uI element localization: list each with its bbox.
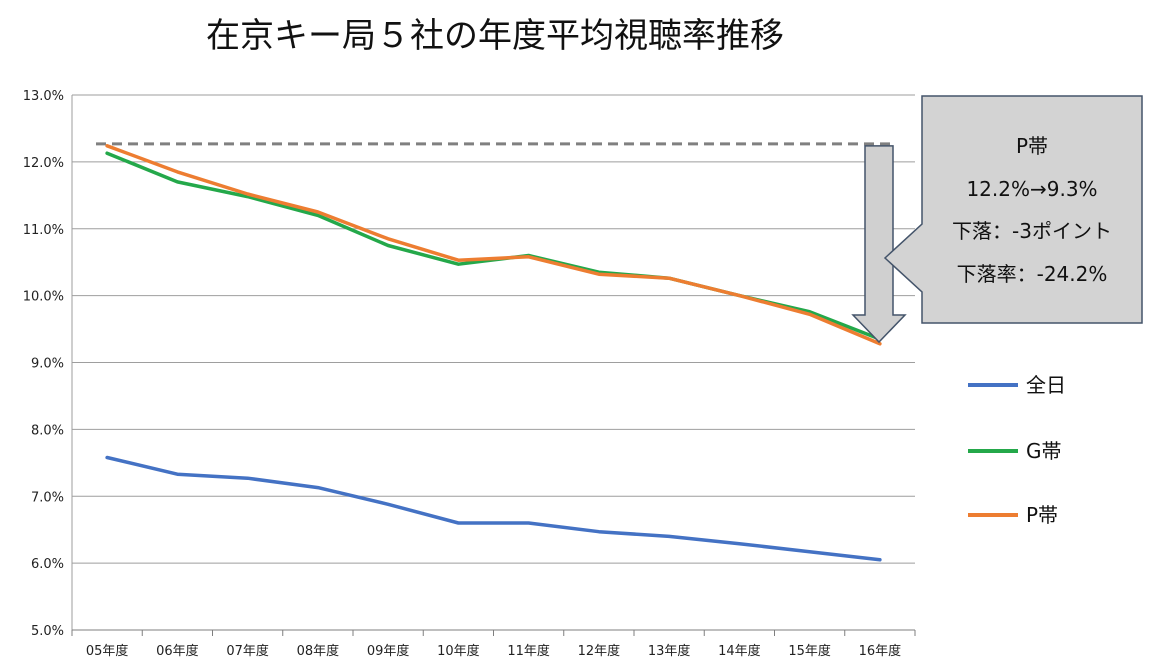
y-tick-label: 5.0% [31, 624, 64, 639]
x-tick-label: 09年度 [367, 643, 410, 659]
down-arrow-icon [851, 145, 907, 344]
x-tick-label: 05年度 [86, 643, 129, 659]
legend-label: 全日 [1026, 373, 1066, 397]
y-tick-label: 10.0% [23, 290, 64, 305]
legend-label: P帯 [1026, 503, 1058, 527]
y-tick-label: 9.0% [31, 357, 64, 372]
y-tick-label: 13.0% [23, 89, 64, 104]
y-tick-label: 8.0% [31, 423, 64, 438]
series-line [105, 144, 882, 346]
x-tick-label: 12年度 [578, 643, 621, 659]
x-tick-label: 15年度 [788, 643, 831, 659]
y-tick-label: 12.0% [23, 156, 64, 171]
legend-label: G帯 [1026, 439, 1062, 463]
x-tick-label: 10年度 [437, 643, 480, 659]
x-tick-labels: 05年度 06年度 07年度 08年度 09年度 10年度 11年度 12年度 13年度 14年度… [86, 643, 901, 659]
x-tick-label: 06年度 [156, 643, 199, 659]
axes [71, 95, 916, 636]
y-tick-label: 11.0% [23, 223, 64, 238]
y-tick-label: 7.0% [31, 490, 64, 505]
callout-line: 下落率：-24.2% [957, 262, 1108, 286]
x-tick-label: 14年度 [718, 643, 761, 659]
series-lines [105, 144, 882, 562]
x-tick-label: 07年度 [226, 643, 269, 659]
callout-shape [883, 95, 1143, 324]
y-tick-labels: 5.0% 6.0% 7.0% 8.0% 9.0% 10.0% 11.0% 12.0% 13.0% [23, 89, 64, 639]
y-tick-label: 6.0% [31, 557, 64, 572]
callout-line: P帯 [1016, 134, 1048, 158]
legend: 全日 G帯 P帯 [968, 373, 1066, 527]
callout-line: 下落：-3ポイント [952, 219, 1112, 243]
x-tick-label: 13年度 [648, 643, 691, 659]
series-line [105, 151, 882, 341]
x-tick-label: 11年度 [507, 643, 550, 659]
chart-title: 在京キー局５社の年度平均視聴率推移 [206, 16, 784, 56]
series-line [105, 455, 882, 562]
x-tick-label: 08年度 [297, 643, 340, 659]
callout-line: 12.2%→9.3% [966, 177, 1097, 201]
x-tick-label: 16年度 [859, 643, 902, 659]
drop-arrow [851, 145, 907, 344]
